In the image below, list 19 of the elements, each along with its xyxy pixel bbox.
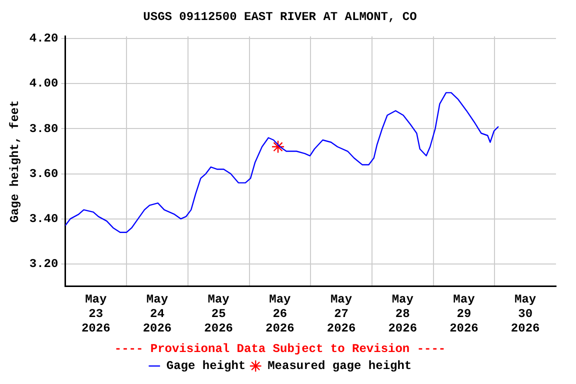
y-tick-label: 3.80 bbox=[29, 122, 58, 136]
x-tick-label: May 28 2026 bbox=[388, 292, 418, 336]
x-tick-label: May 23 2026 bbox=[81, 292, 110, 336]
x-tick-label: May 25 2026 bbox=[204, 292, 233, 336]
x-tick-label: May 30 2026 bbox=[510, 292, 540, 336]
x-tick-label: May 26 2026 bbox=[266, 292, 294, 336]
chart-title: USGS 09112500 EAST RIVER AT ALMONT, CO bbox=[143, 10, 417, 24]
y-axis-title: Gage height, feet bbox=[8, 100, 22, 223]
text: ---- Provisional Data Subject to Revision ---- bbox=[114, 342, 446, 356]
y-tick-label: 4.20 bbox=[29, 32, 58, 46]
y-tick-label: 3.20 bbox=[29, 256, 58, 271]
x-tick-label: May 27 2026 bbox=[326, 292, 356, 336]
y-tick-label: 3.40 bbox=[29, 212, 58, 226]
x-tick-label: May 24 2026 bbox=[142, 292, 172, 336]
legend-label: Gage height bbox=[166, 359, 246, 374]
y-tick-label: 3.60 bbox=[29, 166, 58, 181]
y-tick-label: 4.00 bbox=[29, 76, 58, 91]
legend-label: Measured gage height bbox=[268, 359, 412, 374]
x-tick-label: May 29 2026 bbox=[450, 292, 478, 336]
